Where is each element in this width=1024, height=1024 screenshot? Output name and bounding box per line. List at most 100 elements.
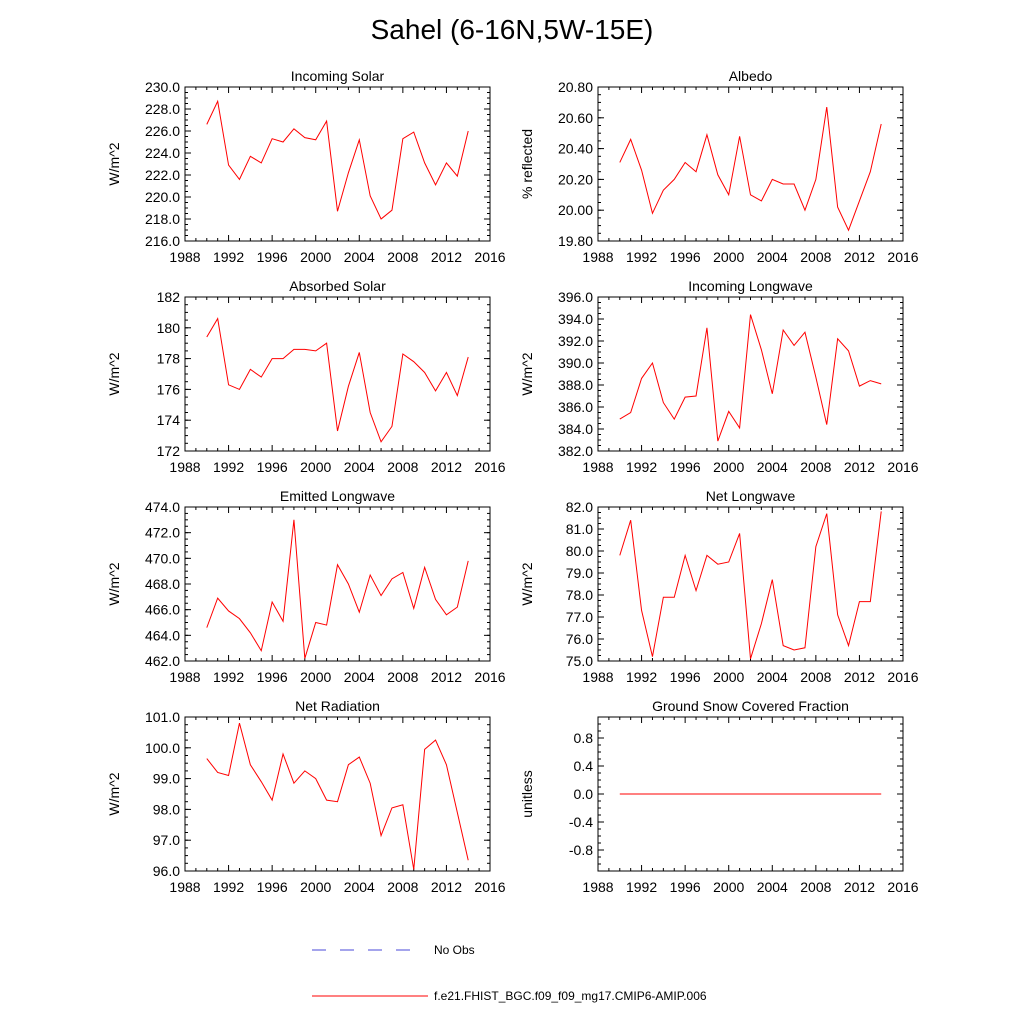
legend-obs-label: No Obs [434, 943, 475, 957]
x-tick-label: 2004 [757, 669, 788, 685]
x-tick-label: 2012 [844, 669, 875, 685]
y-tick-label: 464.0 [145, 627, 180, 643]
panel-title: Albedo [729, 68, 773, 84]
y-axis-label: W/m^2 [106, 142, 122, 185]
y-tick-label: 222.0 [145, 167, 180, 183]
x-tick-label: 1992 [626, 879, 657, 895]
x-tick-label: 1992 [213, 249, 244, 265]
series-line [619, 314, 882, 442]
x-tick-label: 1988 [582, 669, 613, 685]
y-tick-label: 174 [157, 412, 181, 428]
y-tick-label: 392.0 [558, 333, 593, 349]
x-tick-label: 2016 [887, 879, 918, 895]
y-tick-label: 19.80 [558, 233, 593, 249]
plot-frame [184, 86, 491, 242]
y-tick-label: 101.0 [145, 709, 180, 725]
y-tick-label: 98.0 [153, 801, 180, 817]
x-tick-label: 1992 [626, 459, 657, 475]
x-tick-label: 1988 [169, 669, 200, 685]
y-tick-label: 382.0 [558, 443, 593, 459]
x-tick-label: 1996 [670, 249, 701, 265]
panel-title: Incoming Solar [291, 68, 385, 84]
y-tick-label: 20.20 [558, 171, 593, 187]
y-tick-label: -0.4 [569, 814, 593, 830]
y-tick-label: 224.0 [145, 145, 180, 161]
series-line [206, 99, 469, 220]
x-tick-label: 1996 [670, 459, 701, 475]
plot-frame [184, 716, 491, 872]
panel-net-longwave: Net Longwave W/m^2 1988 1992 1996 2000 2004 200… [519, 488, 919, 685]
x-tick-label: 2016 [887, 249, 918, 265]
y-tick-label: 79.0 [566, 565, 593, 581]
x-tick-label: 2008 [800, 669, 831, 685]
x-tick-label: 1988 [169, 879, 200, 895]
x-tick-label: 2004 [344, 249, 375, 265]
x-tick-label: 1996 [257, 249, 288, 265]
y-tick-label: 466.0 [145, 602, 180, 618]
series-line [619, 106, 882, 232]
x-tick-label: 2008 [387, 669, 418, 685]
legend: No Obs f.e21.FHIST_BGC.f09_f09_mg17.CMIP… [312, 943, 707, 1003]
panel-incoming-solar: Incoming Solar W/m^2 1988 1992 1996 2000 2004 2… [106, 68, 506, 265]
y-tick-label: 472.0 [145, 525, 180, 541]
panel-net-radiation: Net Radiation W/m^2 1988 1992 1996 2000 2004 20… [106, 698, 506, 895]
panel-title: Emitted Longwave [280, 488, 395, 504]
y-tick-label: 97.0 [153, 832, 180, 848]
x-tick-label: 2000 [300, 669, 331, 685]
x-tick-label: 2016 [474, 669, 505, 685]
x-tick-label: 2008 [387, 459, 418, 475]
x-tick-label: 1996 [257, 879, 288, 895]
y-axis-label: unitless [519, 770, 535, 817]
x-tick-label: 1996 [257, 669, 288, 685]
x-tick-label: 1988 [169, 459, 200, 475]
y-tick-label: 96.0 [153, 863, 180, 879]
panel-incoming-longwave: Incoming Longwave W/m^2 1988 1992 1996 2000 20… [519, 278, 919, 475]
x-tick-label: 1988 [582, 879, 613, 895]
x-tick-label: 2012 [844, 249, 875, 265]
x-tick-label: 2012 [431, 669, 462, 685]
x-tick-label: 2012 [431, 879, 462, 895]
y-tick-label: 218.0 [145, 211, 180, 227]
x-tick-label: 2008 [800, 879, 831, 895]
x-tick-label: 2004 [757, 879, 788, 895]
x-tick-label: 2016 [474, 249, 505, 265]
x-tick-label: 2000 [300, 879, 331, 895]
plot-frame [597, 296, 904, 452]
x-tick-label: 2016 [887, 459, 918, 475]
plot-frame [597, 86, 904, 242]
series-line [206, 317, 469, 443]
y-axis-label: W/m^2 [106, 352, 122, 395]
y-tick-label: 82.0 [566, 499, 593, 515]
panel-emitted-longwave: Emitted Longwave W/m^2 1988 1992 1996 2000 200… [106, 488, 506, 685]
y-tick-label: 180 [157, 320, 181, 336]
x-tick-label: 1996 [257, 459, 288, 475]
y-tick-label: 182 [157, 289, 181, 305]
y-tick-label: 178 [157, 351, 181, 367]
x-tick-label: 2000 [713, 459, 744, 475]
series-line [619, 511, 882, 659]
y-tick-label: 384.0 [558, 421, 593, 437]
panel-title: Net Longwave [706, 488, 796, 504]
x-tick-label: 1992 [626, 669, 657, 685]
panel-albedo: Albedo % reflected 1988 1992 1996 2000 2004 200… [519, 68, 919, 265]
panel-absorbed-solar: Absorbed Solar W/m^2 1988 1992 1996 2000 2004 2… [106, 278, 506, 475]
plot-frame [597, 506, 904, 662]
y-tick-label: -0.8 [569, 842, 593, 858]
x-tick-label: 2004 [757, 249, 788, 265]
x-tick-label: 1988 [582, 459, 613, 475]
y-tick-label: 0.8 [574, 730, 594, 746]
y-tick-label: 226.0 [145, 123, 180, 139]
panel-title: Incoming Longwave [688, 278, 813, 294]
y-tick-label: 462.0 [145, 653, 180, 669]
y-tick-label: 386.0 [558, 399, 593, 415]
y-tick-label: 172 [157, 443, 181, 459]
x-tick-label: 2004 [344, 879, 375, 895]
plot-frame [184, 506, 491, 662]
x-tick-label: 1992 [626, 249, 657, 265]
x-tick-label: 1988 [582, 249, 613, 265]
x-tick-label: 1992 [213, 669, 244, 685]
y-tick-label: 176 [157, 381, 181, 397]
y-tick-label: 0.0 [574, 786, 594, 802]
x-tick-label: 1996 [670, 879, 701, 895]
